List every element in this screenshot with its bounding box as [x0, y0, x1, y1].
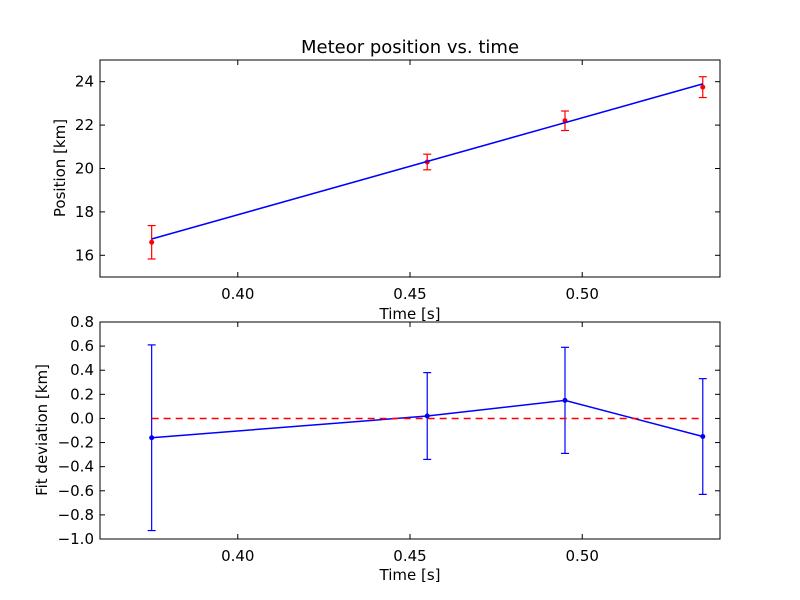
bottom-y-tick-label: 0.6 — [70, 337, 94, 355]
bottom-data-point — [149, 435, 155, 441]
bottom-y-tick-label: 0.0 — [70, 409, 94, 427]
top-y-tick-label: 24 — [75, 73, 94, 91]
top-y-tick-label: 16 — [75, 246, 94, 264]
top-y-tick-label: 20 — [75, 160, 94, 178]
bottom-y-axis-label: Fit deviation [km] — [33, 364, 51, 496]
bottom-plot-area — [147, 344, 707, 532]
bottom-panel: 0.40 0.45 0.50 0.8 0.6 0.4 0.2 0.0 −0.2 −0.4 −0.6 −… — [33, 313, 721, 584]
bottom-data-point — [424, 413, 430, 419]
bottom-y-tick-label: −0.2 — [58, 434, 94, 452]
top-fit-line — [151, 83, 703, 240]
bottom-y-tick-label: −0.4 — [58, 458, 94, 476]
bottom-x-axis-label: Time [s] — [379, 566, 441, 584]
bottom-y-tick-label: −0.8 — [58, 506, 94, 524]
bottom-y-tick-label: −1.0 — [58, 530, 94, 548]
bottom-y-tick-label: −0.6 — [58, 482, 94, 500]
top-chart-title: Meteor position vs. time — [301, 37, 519, 58]
top-y-axis-label: Position [km] — [51, 119, 69, 217]
bottom-x-tick-label: 0.40 — [221, 547, 254, 565]
top-plot-area — [147, 76, 707, 260]
bottom-ticks: 0.40 0.45 0.50 0.8 0.6 0.4 0.2 0.0 −0.2 −0.4 −0.6 −… — [58, 313, 720, 565]
top-y-tick-label: 18 — [75, 203, 94, 221]
bottom-data-point — [562, 397, 568, 403]
bottom-y-tick-label: 0.4 — [70, 361, 94, 379]
top-x-tick-label: 0.50 — [566, 285, 599, 303]
top-panel: Meteor position vs. time 0.40 0.45 0.50 16 1… — [51, 37, 721, 323]
top-x-axis-label: Time [s] — [379, 305, 441, 323]
top-data-point — [149, 239, 155, 245]
bottom-x-tick-label: 0.50 — [566, 547, 599, 565]
bottom-x-tick-label: 0.45 — [393, 547, 426, 565]
top-y-tick-label: 22 — [75, 116, 94, 134]
bottom-data-point — [700, 434, 706, 440]
top-ticks: 0.40 0.45 0.50 16 18 20 22 24 — [75, 60, 720, 303]
top-x-tick-label: 0.45 — [393, 285, 426, 303]
top-x-tick-label: 0.40 — [221, 285, 254, 303]
bottom-y-tick-label: 0.8 — [70, 313, 94, 331]
top-data-point — [700, 84, 706, 90]
bottom-y-tick-label: 0.2 — [70, 385, 94, 403]
